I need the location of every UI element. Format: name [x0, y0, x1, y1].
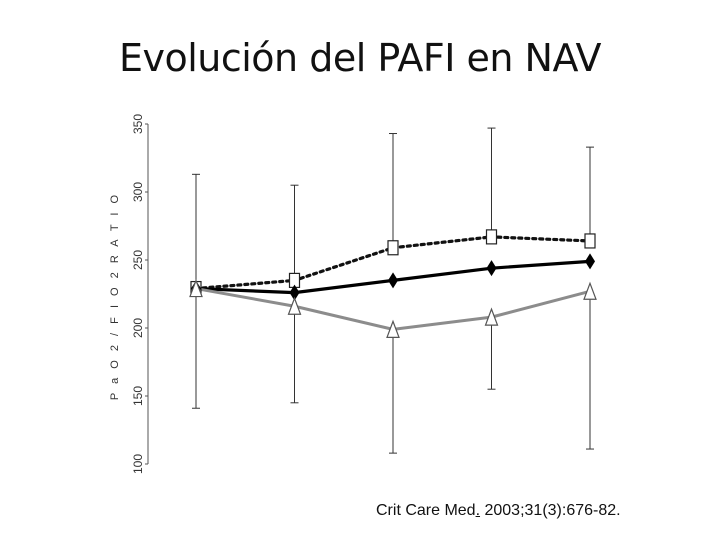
data-point-triangle: [484, 307, 499, 326]
data-point-square: [485, 229, 498, 245]
y-axis-label: P a O 2 / F I O 2 R A T I O: [109, 192, 121, 400]
citation-reference: 2003;31(3):676-82.: [480, 502, 621, 519]
data-point-diamond: [388, 272, 398, 289]
citation: Crit Care Med. 2003;31(3):676-82.: [376, 502, 621, 520]
data-point-diamond: [585, 253, 595, 270]
data-point-triangle: [386, 319, 400, 338]
y-tick-label: 250: [131, 250, 145, 270]
data-point-square: [387, 240, 399, 256]
citation-journal: Crit Care Med: [376, 502, 476, 519]
data-point-diamond: [486, 260, 497, 277]
y-tick-label: 350: [131, 114, 145, 134]
y-tick-label: 300: [131, 182, 145, 202]
y-tick-label: 200: [131, 318, 145, 338]
y-tick-label: 150: [131, 386, 145, 406]
data-point-square: [584, 233, 596, 249]
y-tick-label: 100: [131, 454, 145, 474]
data-point-diamond: [289, 284, 300, 301]
data-point-triangle: [189, 278, 203, 298]
page-title: Evolución del PAFI en NAV: [118, 36, 602, 80]
data-point-triangle: [287, 296, 302, 315]
data-point-triangle: [583, 281, 597, 300]
citation-separator: .: [475, 502, 481, 519]
